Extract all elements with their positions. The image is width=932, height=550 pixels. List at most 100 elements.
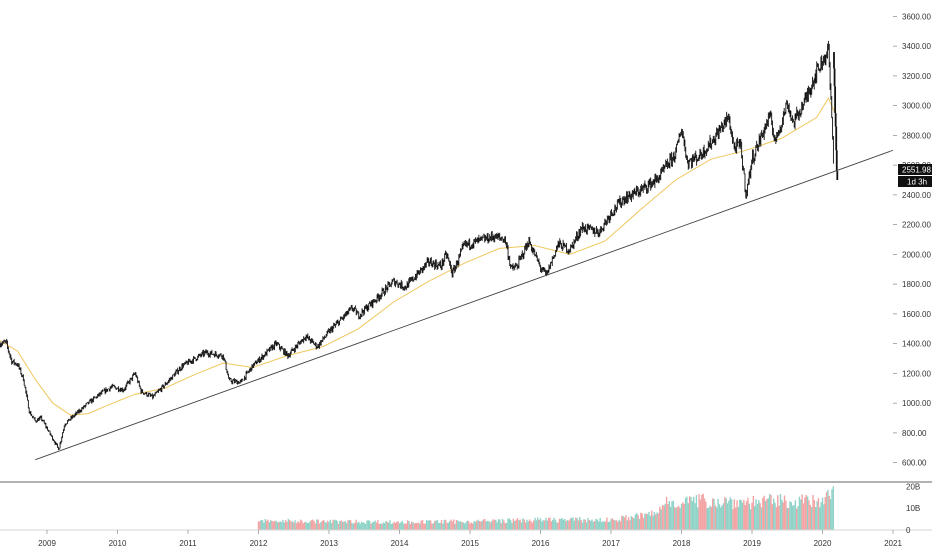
volume-bar [497,519,500,530]
volume-bar [768,494,771,530]
volume-bar [693,496,695,530]
volume-bar [542,520,544,530]
volume-bar [679,508,681,530]
volume-bar [787,508,790,530]
volume-bar [291,521,294,530]
volume-bar [264,519,266,530]
volume-bar [747,497,749,530]
volume-bar [393,521,395,530]
volume-axis[interactable]: 0 10B 20B [906,482,920,535]
volume-bar [595,518,597,530]
time-tick-label: 2010 [109,539,127,548]
volume-bar [631,517,634,530]
volume-bar [549,517,551,530]
volume-bar [656,512,658,530]
volume-bar [646,513,649,530]
volume-bar [793,505,795,530]
volume-bar [770,494,772,530]
price-tick-label: 2200.00 [902,221,931,230]
volume-bar [546,520,548,530]
volume-bar [557,522,559,530]
volume-bar [416,522,418,530]
volume-bar [667,504,669,530]
volume-bar [800,499,802,530]
volume-bar [533,520,535,530]
volume-bar [622,516,624,530]
volume-bar [629,520,631,530]
volume-bar [282,519,284,530]
volume-bar [553,517,555,530]
volume-bar [596,519,599,530]
volume-bar [420,520,422,530]
volume-bar [626,520,628,530]
volume-bar [267,519,269,530]
volume-bar [377,520,379,530]
volume-bar [363,522,365,530]
volume-bar [554,519,557,530]
volume-bar [379,523,382,530]
volume-bar [290,521,292,530]
volume-bar [789,501,791,530]
volume-bar [777,495,779,530]
volume-bar [565,521,567,530]
volume-bar [740,500,742,530]
volume-bar [720,507,722,530]
volume-bar [598,521,600,530]
volume-bar [434,520,436,530]
volume-bar [486,520,489,530]
volume-bar [783,495,786,530]
volume-bar [352,523,355,530]
volume-bar [469,523,471,530]
volume-bar [274,520,276,530]
time-axis[interactable]: 2009 2010 2011 2012 2013 2014 2015 2016 2017 2018… [38,530,902,548]
volume-bar [575,517,577,530]
volume-bar [259,521,261,530]
volume-bar [581,522,584,530]
volume-bar [312,519,314,530]
volume-bar [503,520,505,530]
time-tick-label: 2016 [532,539,550,548]
volume-bar [745,501,748,530]
volume-bar [806,496,809,530]
time-tick-label: 2011 [179,539,197,548]
volume-bar [349,520,352,530]
price-tick-label: 2400.00 [902,191,931,200]
volume-bar [648,511,650,530]
time-tick-label: 2020 [814,539,832,548]
volume-bar [774,502,776,530]
volume-bar [366,520,368,530]
moving-average-line [0,97,835,416]
volume-bar [760,507,763,530]
volume-bar [550,521,553,530]
last-price-label: 2551.98 [902,166,931,175]
volume-bar [699,499,702,530]
volume-bar [348,519,351,530]
volume-bar [808,500,810,530]
volume-bar [444,519,447,530]
volume-bar [326,520,329,530]
volume-bar [453,519,455,530]
volume-bar [284,520,287,530]
volume-bar [299,519,302,530]
volume-bar [802,503,805,530]
volume-bar [821,497,824,530]
volume-bar [786,507,788,530]
volume-bar [276,522,279,530]
volume-bar [657,513,660,530]
price-bar [833,52,835,69]
volume-bar [603,521,605,530]
volume-bar [472,523,474,530]
volume-bar [534,517,536,530]
volume-bar [625,515,627,530]
volume-bar [680,503,683,530]
volume-bar [634,514,637,530]
volume-bar [527,521,529,530]
trendline[interactable] [35,149,894,461]
volume-bar [515,519,517,530]
volume-bar [724,496,726,530]
volume-bar [522,518,524,530]
volume-bar [316,519,318,530]
volume-bar [583,519,585,530]
volume-bar [447,522,450,530]
